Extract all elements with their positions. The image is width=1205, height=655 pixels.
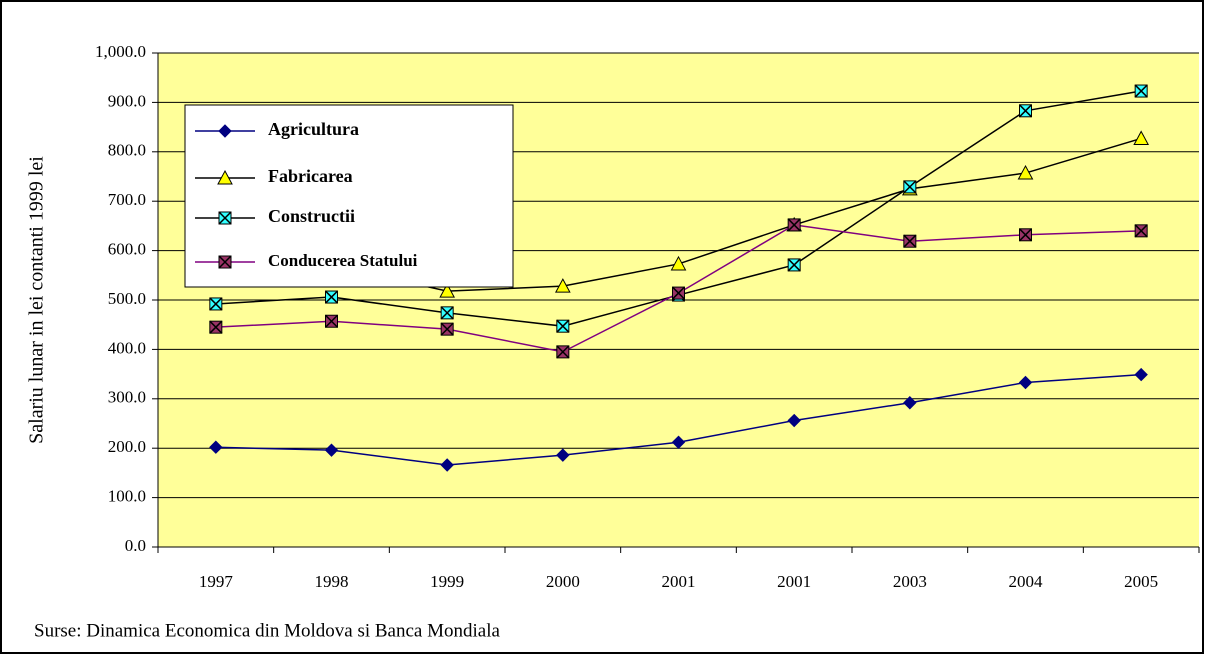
series-marker [554, 278, 571, 293]
legend-marker [218, 211, 232, 225]
legend-box [184, 104, 514, 288]
x-tick-label: 1998 [315, 572, 349, 591]
x-tick-label: 2003 [893, 572, 927, 591]
series-marker [1018, 375, 1033, 390]
x-tick-label: 2001 [662, 572, 696, 591]
x-tick-label: 2004 [1009, 572, 1044, 591]
y-tick-label: 900.0 [108, 91, 146, 110]
y-tick-label: 0.0 [125, 536, 146, 555]
series-marker [1134, 224, 1148, 238]
y-tick-label: 700.0 [108, 190, 146, 209]
legend-marker [218, 124, 232, 138]
series-marker [1134, 84, 1148, 98]
series-marker [1018, 104, 1033, 118]
x-tick-label: 2005 [1124, 572, 1158, 591]
series-marker [787, 258, 801, 272]
series-marker [324, 290, 339, 304]
legend-marker [217, 169, 233, 185]
series-marker [324, 314, 339, 328]
series-marker [440, 322, 454, 336]
y-tick-label: 400.0 [108, 338, 146, 357]
series-marker [903, 234, 917, 248]
x-tick-label: 1997 [199, 572, 234, 591]
source-note: Surse: Dinamica Economica din Moldova si… [34, 620, 500, 641]
y-tick-label: 100.0 [108, 487, 146, 506]
series-marker [1133, 130, 1150, 145]
series-marker [670, 255, 687, 271]
legend-label: Conducerea Statului [268, 251, 418, 270]
y-axis-label: Salariu lunar in lei contanti 1999 lei [26, 156, 48, 444]
series-marker [903, 396, 917, 410]
series-marker [440, 458, 454, 472]
y-tick-label: 500.0 [108, 289, 146, 308]
series-marker [903, 180, 917, 194]
legend-label: Constructii [268, 206, 355, 226]
legend-marker [218, 255, 232, 269]
y-tick-label: 800.0 [108, 141, 146, 160]
series-marker [787, 218, 801, 232]
series-marker [671, 286, 686, 300]
series-marker [209, 440, 223, 454]
series-marker [209, 320, 223, 334]
series-marker [671, 435, 686, 449]
y-tick-label: 300.0 [108, 388, 146, 407]
series-marker [440, 306, 454, 320]
series-marker [787, 413, 801, 428]
series-marker [209, 297, 223, 311]
legend-label: Agricultura [268, 119, 359, 139]
series-marker [439, 283, 456, 298]
series-marker [1017, 164, 1034, 180]
series-marker [556, 319, 570, 333]
legend-label: Fabricarea [268, 166, 353, 186]
series-marker [324, 443, 339, 457]
series-marker [1134, 367, 1148, 382]
y-tick-label: 600.0 [108, 240, 146, 259]
y-tick-label: 1,000.0 [95, 42, 146, 61]
series-marker [1018, 228, 1033, 242]
x-tick-label: 1999 [430, 572, 464, 591]
x-tick-label: 2000 [546, 572, 580, 591]
x-tick-label: 2001 [777, 572, 811, 591]
y-tick-label: 200.0 [108, 437, 146, 456]
series-marker [556, 448, 570, 462]
series-marker [556, 345, 570, 359]
